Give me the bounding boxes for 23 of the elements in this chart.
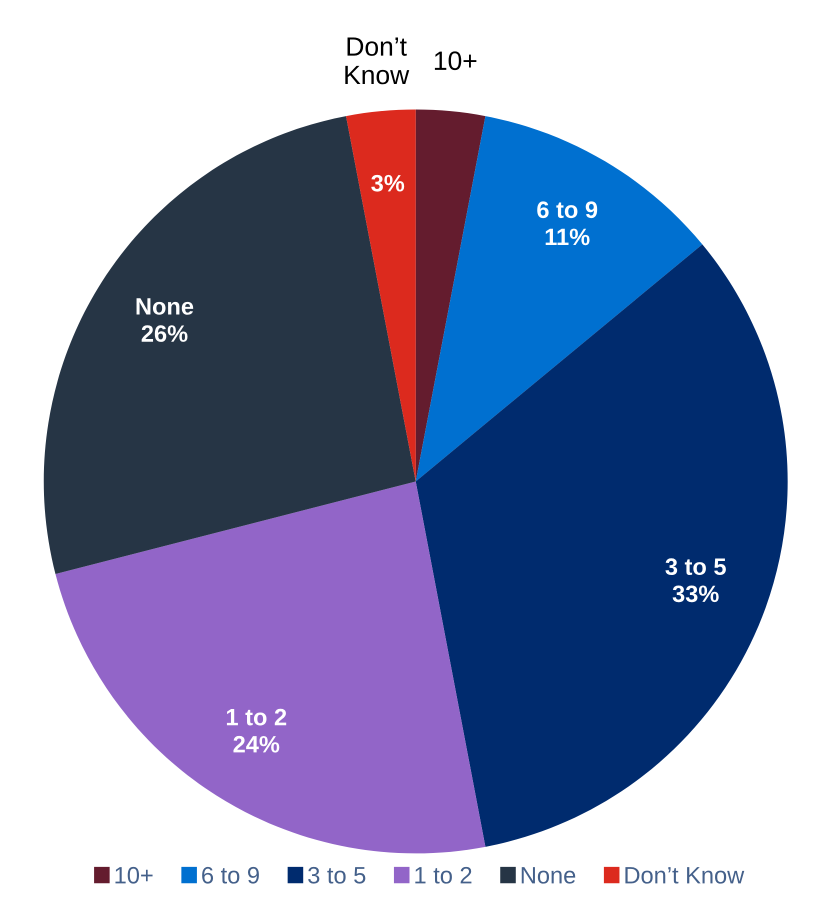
data-label: 3% — [371, 174, 404, 192]
legend-label: 10+ — [115, 866, 153, 884]
legend-label: 3 to 5 — [308, 866, 366, 884]
legend-label: Don’t Know — [625, 867, 744, 884]
slice-label: Don’t Know — [345, 37, 410, 84]
slice-label: 3 to 5 — [665, 558, 726, 576]
legend-label: None — [522, 867, 576, 884]
data-label: 33% — [672, 585, 719, 602]
pie-slice — [416, 110, 486, 482]
pie-slice — [44, 116, 416, 574]
data-label: 24% — [233, 736, 280, 753]
legend-label: 1 to 2 — [415, 866, 472, 884]
pie-slice — [416, 116, 702, 482]
slice-label: 10+ — [434, 51, 476, 70]
pie-slice — [55, 481, 486, 854]
pie-slice — [346, 110, 416, 482]
legend-label: 6 to 9 — [202, 866, 259, 884]
data-label: 26% — [142, 325, 188, 342]
slice-label: None — [136, 298, 194, 315]
slice-label: 6 to 9 — [537, 201, 598, 218]
data-label: 11% — [546, 228, 590, 246]
pie-slice — [416, 244, 788, 847]
slice-label: 1 to 2 — [226, 708, 286, 726]
